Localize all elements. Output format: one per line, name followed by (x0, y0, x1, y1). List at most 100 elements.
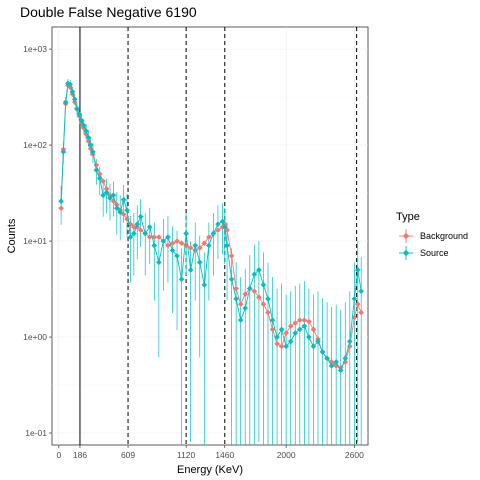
data-point-source (219, 218, 226, 225)
data-point-source (90, 149, 96, 155)
data-point-background (269, 326, 276, 333)
data-point-source (127, 234, 134, 240)
data-point-background (358, 309, 364, 316)
data-point-source (58, 198, 64, 205)
data-point-background (287, 323, 294, 329)
data-point-background (251, 288, 258, 295)
data-point-source (113, 205, 120, 211)
data-point-background (296, 317, 303, 323)
data-point-background (342, 359, 349, 365)
data-point-source (192, 242, 199, 249)
data-point-source (242, 305, 249, 311)
reference-lines (79, 27, 358, 445)
chart-title: Double False Negative 6190 (20, 4, 197, 20)
x-tick-label: 2000 (277, 450, 296, 460)
data-point-background (83, 131, 89, 137)
legend-title: Type (396, 211, 420, 223)
data-point-source (74, 105, 80, 112)
data-point-source (151, 242, 158, 249)
data-point-background (292, 320, 299, 326)
y-tick-label: 1e+02 (23, 140, 47, 150)
data-point-background (107, 192, 113, 199)
data-point-source (85, 134, 92, 141)
data-point-source (110, 192, 117, 199)
y-tick-label: 1e+03 (23, 44, 47, 54)
data-point-background (196, 245, 203, 251)
data-point-source (310, 343, 317, 350)
data-point-source (301, 323, 308, 329)
data-point-source (142, 230, 149, 237)
data-point-source (224, 242, 230, 249)
data-point-background (110, 198, 117, 205)
data-point-background (328, 359, 335, 365)
data-point-background (265, 309, 271, 316)
data-point-background (237, 301, 244, 307)
data-point-source (265, 296, 271, 302)
data-point-background (156, 234, 162, 240)
data-point-source (131, 230, 137, 237)
x-tick-label: 186 (73, 450, 87, 460)
y-axis: 1e-01 1e+00 1e+01 1e+02 1e+03 (23, 44, 52, 438)
y-axis-label: Counts (6, 218, 18, 253)
data-point-source (328, 363, 335, 369)
legend-key-marker (402, 232, 410, 240)
data-point-source (358, 288, 364, 295)
data-point-source (292, 330, 299, 336)
data-point-source (146, 224, 153, 230)
x-tick-label: 2600 (345, 450, 364, 460)
data-point-background (137, 227, 144, 233)
data-point-source (315, 338, 321, 345)
data-point-source (156, 259, 162, 266)
data-point-background (169, 240, 176, 247)
data-point-source (210, 230, 217, 237)
data-point-background (274, 341, 280, 347)
y-tick-label: 1e+00 (23, 332, 47, 342)
data-point-background (306, 318, 312, 325)
series-group (58, 80, 364, 374)
data-point-source (324, 355, 330, 362)
legend-item: Source (399, 246, 449, 260)
data-point-background (283, 330, 289, 336)
data-point-background (124, 216, 130, 222)
legend-key-marker (402, 249, 410, 257)
data-point-source (183, 230, 189, 237)
data-point-source (354, 267, 361, 273)
data-point-source (83, 128, 89, 134)
data-point-background (347, 343, 353, 350)
data-point-source (287, 338, 294, 345)
data-point-background (103, 186, 110, 192)
data-point-source (337, 367, 344, 374)
data-point-source (169, 247, 176, 254)
data-point-background (96, 171, 103, 177)
data-point-background (165, 242, 171, 249)
legend-item: Background (399, 229, 468, 243)
x-tick-label: 609 (121, 450, 135, 460)
data-point-background (215, 227, 221, 233)
data-point-background (351, 314, 358, 321)
data-point-background (178, 240, 185, 247)
data-point-source (67, 81, 73, 88)
data-point-source (260, 282, 267, 288)
data-point-source (100, 192, 106, 199)
data-point-source (62, 99, 69, 105)
data-point-source (215, 221, 221, 227)
data-point-source (81, 122, 87, 129)
data-point-background (174, 238, 180, 244)
data-point-source (96, 175, 103, 182)
x-axis-label: Energy (KeV) (177, 464, 243, 476)
data-point-source (296, 326, 303, 333)
data-point-background (120, 211, 127, 218)
data-point-background (278, 343, 285, 350)
data-point-source (274, 334, 280, 340)
data-point-background (113, 201, 120, 208)
data-point-source (160, 238, 167, 244)
y-tick-label: 1e-01 (25, 428, 47, 438)
data-point-source (87, 142, 94, 148)
data-point-source (246, 285, 253, 292)
data-point-source (174, 253, 180, 259)
data-point-source (134, 221, 141, 227)
data-point-background (201, 240, 208, 247)
data-point-source (256, 267, 262, 273)
data-point-source (76, 111, 83, 117)
legend: Type Background Source (396, 211, 468, 260)
